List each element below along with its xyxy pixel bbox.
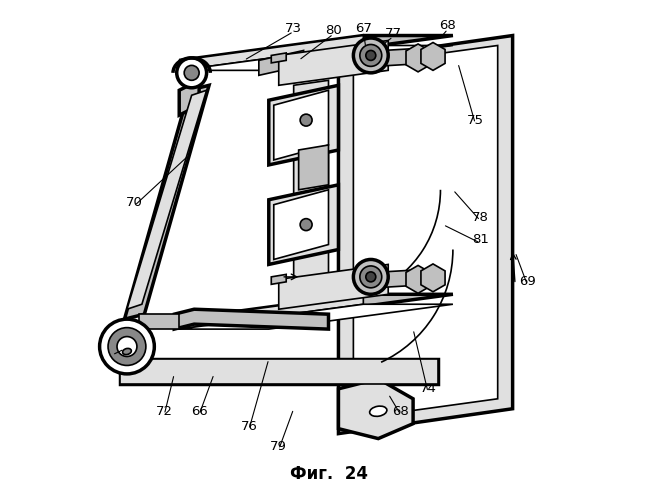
Polygon shape xyxy=(259,50,304,75)
Text: 79: 79 xyxy=(270,440,287,453)
Text: 70: 70 xyxy=(126,196,143,209)
Polygon shape xyxy=(179,304,453,329)
Polygon shape xyxy=(120,359,438,384)
Text: 67: 67 xyxy=(355,21,372,34)
Polygon shape xyxy=(279,40,388,85)
Text: 77: 77 xyxy=(385,26,401,39)
Text: Фиг.  24: Фиг. 24 xyxy=(290,466,367,484)
Polygon shape xyxy=(421,42,445,70)
Circle shape xyxy=(184,65,199,80)
Text: 78: 78 xyxy=(472,211,489,224)
Polygon shape xyxy=(127,90,206,309)
Circle shape xyxy=(366,272,376,282)
Circle shape xyxy=(360,266,382,288)
Text: 75: 75 xyxy=(466,114,484,127)
Circle shape xyxy=(300,219,312,231)
Polygon shape xyxy=(353,45,498,419)
Text: 66: 66 xyxy=(191,405,208,418)
Text: 69: 69 xyxy=(519,275,536,288)
Polygon shape xyxy=(269,185,338,264)
Polygon shape xyxy=(271,53,286,63)
Text: 68: 68 xyxy=(440,19,457,32)
Text: 81: 81 xyxy=(472,233,489,246)
Polygon shape xyxy=(271,274,286,284)
Circle shape xyxy=(117,337,137,356)
Text: 74: 74 xyxy=(420,382,436,395)
Polygon shape xyxy=(279,264,388,309)
Polygon shape xyxy=(179,35,363,70)
Text: 72: 72 xyxy=(156,405,173,418)
Polygon shape xyxy=(299,145,328,190)
Polygon shape xyxy=(179,45,453,70)
Polygon shape xyxy=(269,85,338,165)
Polygon shape xyxy=(124,85,209,319)
Circle shape xyxy=(366,50,376,60)
Polygon shape xyxy=(274,90,328,160)
Circle shape xyxy=(360,44,382,66)
Polygon shape xyxy=(274,190,328,259)
Polygon shape xyxy=(338,35,512,434)
Circle shape xyxy=(353,38,388,73)
Polygon shape xyxy=(406,265,430,293)
Polygon shape xyxy=(179,294,453,319)
Ellipse shape xyxy=(370,406,387,416)
Polygon shape xyxy=(179,294,363,329)
Circle shape xyxy=(300,114,312,126)
Circle shape xyxy=(353,259,388,294)
Circle shape xyxy=(177,58,206,88)
Text: 80: 80 xyxy=(325,24,342,37)
Polygon shape xyxy=(406,44,430,72)
Polygon shape xyxy=(120,359,438,384)
Polygon shape xyxy=(294,80,328,294)
Polygon shape xyxy=(174,309,328,329)
Text: 73: 73 xyxy=(285,21,302,34)
Polygon shape xyxy=(338,379,413,439)
Polygon shape xyxy=(139,314,179,329)
Text: 76: 76 xyxy=(240,420,258,433)
Polygon shape xyxy=(179,35,453,60)
Polygon shape xyxy=(383,47,433,66)
Text: 68: 68 xyxy=(392,405,409,418)
Polygon shape xyxy=(383,269,433,287)
Circle shape xyxy=(100,319,154,374)
Ellipse shape xyxy=(123,348,131,355)
Text: 71: 71 xyxy=(104,345,120,358)
Circle shape xyxy=(108,328,146,365)
Polygon shape xyxy=(421,264,445,292)
Polygon shape xyxy=(179,80,199,115)
Polygon shape xyxy=(112,329,145,364)
